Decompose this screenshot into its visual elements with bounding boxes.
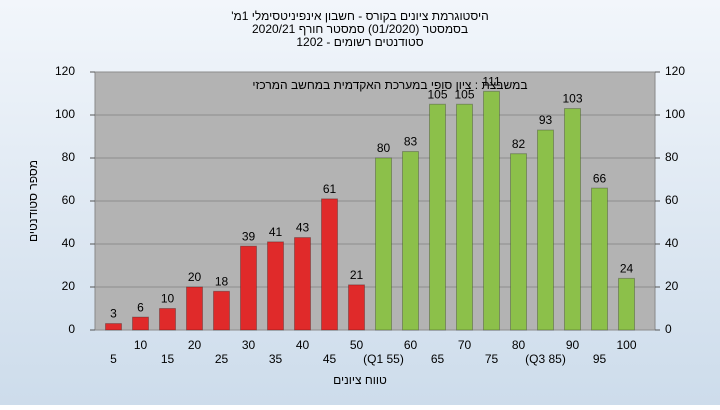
y-tick-label: 80 [62,150,76,164]
value-label: 18 [215,274,229,288]
chart-subtitle: סטודנטים רשומים - 1202 [296,35,423,49]
x-tick-label: 60 [404,338,418,352]
value-label: 61 [323,182,337,196]
x-tick-label: 65 [431,352,445,366]
y-tick-label: 100 [55,107,75,121]
bar [267,241,284,331]
bar [321,198,338,331]
bar [456,103,473,331]
x-tick-label: 30 [242,338,256,352]
y2-tick-label: 0 [665,322,672,336]
x-tick-label: 80 [512,338,526,352]
value-label: 66 [593,171,607,185]
x-tick-label: 20 [188,338,202,352]
bar [213,290,230,331]
value-label: 82 [512,137,526,151]
chart-title: היסטוגרמת ציונים בקורס - חשבון אינפיניטס… [231,9,489,23]
bar [186,286,203,331]
bar [132,316,149,331]
bar [402,151,419,331]
bar [240,245,257,331]
x-tick-label: 50 [350,338,364,352]
y2-tick-label: 100 [665,107,685,121]
y2-tick-label: 20 [665,279,679,293]
value-label: 111 [482,75,501,89]
value-label: 3 [110,307,117,321]
annotation: במשבצת : ציון סופי במערכת האקדמית במחשב … [252,78,527,92]
chart-subtitle: בסמסטר (01/2020) סמסטר חורף 2020/21 [252,22,468,36]
value-label: 105 [427,87,447,101]
y-axis-label: מספר סטודנטים [26,160,40,242]
value-label: 21 [350,268,364,282]
value-label: 105 [454,87,474,101]
bar [294,237,311,331]
x-tick-label: 70 [458,338,472,352]
bar [105,323,122,331]
value-label: 93 [539,113,553,127]
value-label: 6 [137,300,144,314]
value-label: 103 [562,92,582,106]
value-label: 10 [161,292,175,306]
x-tick-label: (Q3 85) [525,352,566,366]
x-tick-label: 95 [593,352,607,366]
bar [618,277,635,331]
value-label: 83 [404,135,418,149]
x-tick-label: 100 [616,338,636,352]
y2-tick-label: 120 [665,64,685,78]
x-tick-label: 5 [110,352,117,366]
y2-tick-label: 60 [665,193,679,207]
y-tick-label: 60 [62,193,76,207]
bar [483,90,500,331]
bar [591,187,608,331]
x-tick-label: 15 [161,352,175,366]
value-label: 20 [188,270,202,284]
x-tick-label: 45 [323,352,337,366]
value-label: 41 [269,225,283,239]
x-tick-label: 35 [269,352,283,366]
x-tick-label: 40 [296,338,310,352]
value-label: 80 [377,141,391,155]
x-tick-label: 10 [134,338,148,352]
bar [429,103,446,331]
y-tick-label: 20 [62,279,76,293]
x-tick-label: 25 [215,352,229,366]
y-tick-label: 40 [62,236,76,250]
y2-tick-label: 40 [665,236,679,250]
x-tick-label: (Q1 55) [363,352,404,366]
value-label: 43 [296,221,310,235]
bar [564,108,581,331]
x-tick-label: 75 [485,352,499,366]
bar [375,157,392,331]
bar [537,129,554,331]
value-label: 39 [242,229,256,243]
y-tick-label: 120 [55,64,75,78]
bar [159,308,176,331]
y-tick-label: 0 [68,322,75,336]
x-axis-label: טווח ציונים [333,373,387,387]
bar [348,284,365,331]
x-tick-label: 90 [566,338,580,352]
value-label: 24 [620,262,634,276]
bar [510,153,527,331]
y2-tick-label: 80 [665,150,679,164]
